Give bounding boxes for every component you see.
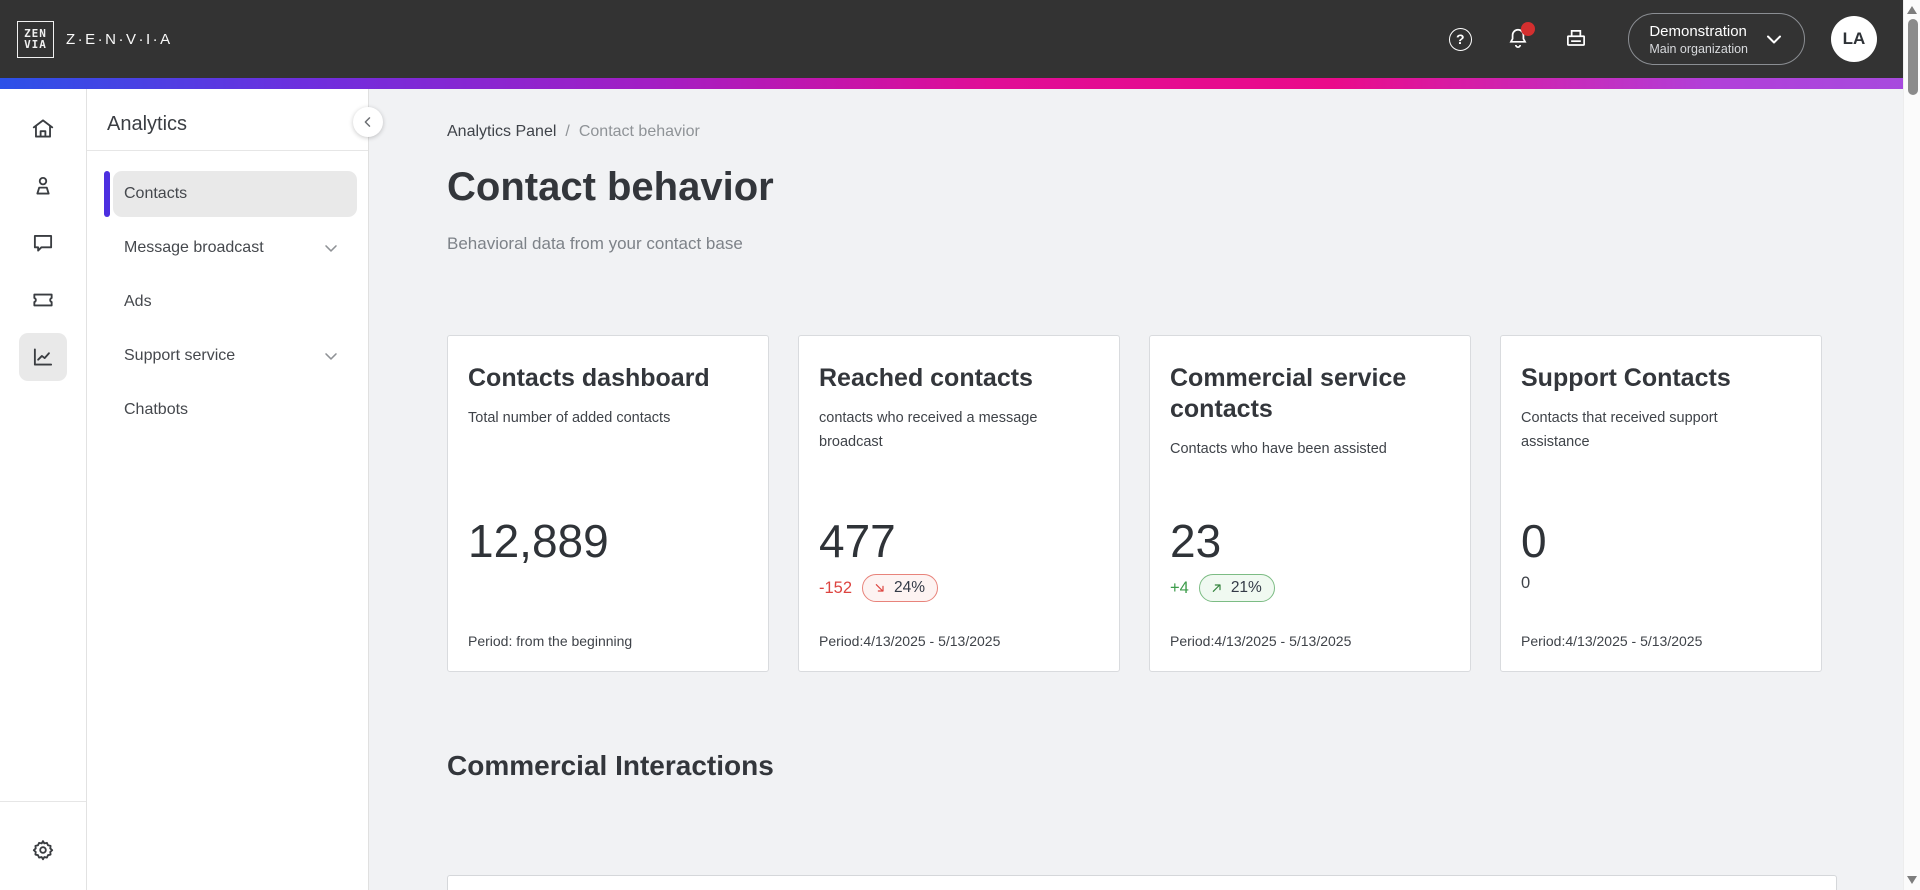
card-commercial-service-contacts: Commercial service contacts Contacts who… [1149,335,1471,672]
sidebar-item-label: Message broadcast [124,239,264,256]
printer-icon [1567,30,1586,46]
chevron-down-icon [1767,35,1781,44]
breadcrumb: Analytics Panel / Contact behavior [447,123,700,141]
logo-text-top: ZEN [24,27,47,40]
card-delta-row: -152 24% [819,574,939,602]
trend-badge-up: 21% [1198,574,1275,602]
breadcrumb-analytics-panel[interactable]: Analytics Panel [447,123,557,140]
help-button[interactable]: ? [1440,19,1480,59]
main-content: Analytics Panel / Contact behavior Conta… [369,89,1903,890]
chevron-down-icon [325,245,337,252]
brand-gradient-bar [0,78,1903,89]
zenvia-brand: ZEN VIA Z·E·N·V·I·A [17,20,173,58]
logo-text-bottom: VIA [24,38,47,51]
card-description: Contacts who have been assisted [1170,441,1387,457]
contacts-icon [36,176,50,195]
notifications-button[interactable] [1498,19,1538,59]
chevron-left-icon [364,117,371,127]
card-value: 477 [819,515,896,567]
sidebar-item-label: Ads [124,293,152,310]
scroll-down-arrow-icon[interactable] [1907,876,1917,884]
ticket-icon [33,293,53,307]
rail-item-home[interactable] [19,105,67,153]
card-title: Reached contacts [819,364,1033,392]
card-value: 12,889 [468,515,609,567]
card-delta-row: +4 21% [1170,574,1275,602]
sidebar-item-chatbots[interactable]: Chatbots [113,387,357,433]
help-glyph: ? [1456,31,1465,47]
metric-cards-row: Contacts dashboard Total number of added… [447,335,1822,672]
card-period: Period: from the beginning [468,633,633,649]
chevron-down-icon [325,353,337,360]
commercial-interactions-card [447,875,1837,890]
scrollbar-thumb[interactable] [1907,19,1918,95]
delta-value: 0 [1521,574,1531,592]
scroll-up-arrow-icon[interactable] [1907,6,1917,14]
card-title: Commercial service contacts [1170,364,1407,423]
icon-rail [0,89,87,890]
rail-divider [0,801,86,802]
page-scrollbar[interactable] [1903,0,1920,890]
rail-item-settings[interactable] [19,826,67,874]
card-value: 23 [1170,515,1222,567]
rail-item-contacts[interactable] [19,162,67,210]
card-period: Period:4/13/2025 - 5/13/2025 [1521,633,1703,649]
gear-icon [32,840,54,861]
trend-badge-down: 24% [862,574,939,602]
organization-selector[interactable]: Demonstration Main organization [1628,13,1805,65]
chat-icon [33,235,53,252]
page-title: Contact behavior [447,165,774,209]
rail-item-ads[interactable] [19,276,67,324]
notification-badge [1521,22,1536,36]
page-subtitle: Behavioral data from your contact base [447,234,743,253]
card-period: Period:4/13/2025 - 5/13/2025 [1170,633,1352,649]
organization-name: Demonstration [1649,22,1747,40]
card-description: Contacts that received support assistanc… [1521,410,1718,450]
section-heading-commercial-interactions: Commercial Interactions [447,750,774,781]
top-bar: ZEN VIA Z·E·N·V·I·A ? Demo [0,0,1903,78]
card-period: Period:4/13/2025 - 5/13/2025 [819,633,1001,649]
delta-value: -152 [819,578,853,597]
print-button[interactable] [1556,19,1596,59]
card-title: Support Contacts [1521,364,1731,392]
sidebar-title: Analytics [107,113,188,135]
sidebar-item-support-service[interactable]: Support service [113,333,357,379]
arrow-up-right-icon [1212,584,1221,592]
breadcrumb-current: Contact behavior [578,123,700,140]
avatar[interactable]: LA [1831,16,1877,62]
sidebar-divider [87,150,368,151]
sidebar-nav: Contacts Message broadcast Ads Support s… [87,151,368,433]
sidebar-item-label: Support service [124,347,236,364]
trend-percent: 21% [1230,579,1262,596]
organization-subtitle: Main organization [1649,41,1748,56]
rail-item-chat[interactable] [19,219,67,267]
brand-name: Z·E·N·V·I·A [66,30,173,48]
card-contacts-dashboard: Contacts dashboard Total number of added… [447,335,769,672]
sidebar-item-contacts[interactable]: Contacts [104,171,357,217]
sidebar-item-label: Contacts [124,185,188,202]
home-icon [32,119,54,138]
delta-value: +4 [1170,578,1189,597]
trend-percent: 24% [894,579,926,596]
breadcrumb-separator: / [565,123,570,140]
rail-item-analytics[interactable] [19,333,67,381]
help-icon: ? [1448,27,1472,51]
sidebar-item-label: Chatbots [124,401,189,418]
card-description: Total number of added contacts [468,410,671,426]
card-description: contacts who received a message broadcas… [819,410,1038,450]
sidebar-item-message-broadcast[interactable]: Message broadcast [113,225,357,271]
analytics-icon [33,348,53,366]
arrow-down-right-icon [875,584,884,592]
sidebar-collapse-button[interactable] [353,107,383,137]
card-value: 0 [1521,515,1547,567]
card-delta-row: 0 [1521,574,1530,593]
card-reached-contacts: Reached contacts contacts who received a… [798,335,1120,672]
sidebar-item-ads[interactable]: Ads [113,279,357,325]
analytics-sidebar: Analytics Contacts Message broadcast Ads… [87,89,383,890]
zenvia-logo-icon: ZEN VIA [17,20,54,58]
card-title: Contacts dashboard [468,364,710,392]
card-support-contacts: Support Contacts Contacts that received … [1500,335,1822,672]
avatar-initials: LA [1842,29,1866,48]
